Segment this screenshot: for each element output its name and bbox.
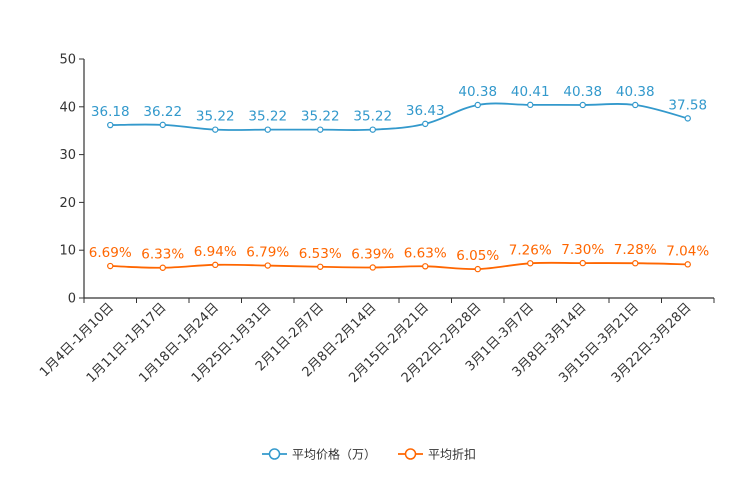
data-point[interactable] bbox=[579, 101, 586, 109]
data-point[interactable] bbox=[107, 121, 114, 129]
data-label: 35.22 bbox=[248, 109, 287, 125]
y-tick-label: 20 bbox=[59, 196, 76, 211]
data-label: 40.41 bbox=[511, 84, 550, 100]
data-label: 35.22 bbox=[301, 109, 340, 125]
legend-marker-icon bbox=[404, 448, 417, 460]
data-label: 7.26% bbox=[509, 242, 552, 258]
data-label: 37.58 bbox=[668, 97, 707, 113]
data-point[interactable] bbox=[684, 115, 691, 122]
data-point[interactable] bbox=[579, 259, 586, 267]
axes: 010203040501月4日-1月10日1月11日-1月17日1月18日-1月… bbox=[37, 53, 715, 386]
data-point[interactable] bbox=[264, 262, 271, 269]
data-label: 6.94% bbox=[194, 244, 237, 260]
data-label: 36.43 bbox=[406, 103, 445, 119]
legend: 平均价格（万） 平均折扣 bbox=[262, 447, 476, 462]
data-label: 40.38 bbox=[563, 84, 602, 100]
data-point[interactable] bbox=[107, 262, 114, 270]
data-label: 6.53% bbox=[299, 246, 342, 262]
data-point[interactable] bbox=[317, 126, 324, 133]
data-point[interactable] bbox=[632, 101, 639, 109]
series-line bbox=[110, 102, 688, 132]
data-label: 7.28% bbox=[614, 242, 657, 258]
data-label: 6.39% bbox=[351, 246, 394, 262]
data-label: 40.38 bbox=[458, 84, 497, 100]
y-tick-label: 10 bbox=[59, 244, 76, 259]
data-point[interactable] bbox=[264, 126, 271, 133]
y-tick-label: 30 bbox=[59, 148, 76, 163]
data-point[interactable] bbox=[212, 126, 219, 133]
series-layer: 36.18 36.22 35.22 35.22 35.22 35.22 36.43 40.38… bbox=[89, 84, 709, 273]
data-point[interactable] bbox=[422, 120, 429, 128]
data-point[interactable] bbox=[159, 264, 166, 271]
data-point[interactable] bbox=[369, 264, 376, 271]
series-line bbox=[110, 261, 688, 271]
data-point[interactable] bbox=[317, 263, 324, 270]
data-label: 35.22 bbox=[353, 109, 392, 125]
series-average-price: 36.18 36.22 35.22 35.22 35.22 35.22 36.43 40.38… bbox=[91, 84, 707, 133]
data-label: 6.33% bbox=[141, 247, 184, 263]
data-label: 36.18 bbox=[91, 104, 130, 120]
data-point[interactable] bbox=[474, 265, 481, 273]
data-point[interactable] bbox=[684, 261, 691, 268]
y-tick-label: 0 bbox=[68, 292, 76, 307]
data-label: 6.05% bbox=[456, 248, 499, 264]
data-point[interactable] bbox=[527, 101, 534, 109]
data-point[interactable] bbox=[474, 101, 481, 109]
data-label: 7.04% bbox=[666, 243, 709, 259]
legend-marker-icon bbox=[268, 448, 281, 460]
data-point[interactable] bbox=[159, 121, 166, 129]
data-point[interactable] bbox=[632, 260, 639, 267]
legend-item[interactable]: 平均折扣 bbox=[398, 447, 476, 462]
y-tick-label: 50 bbox=[59, 53, 76, 68]
data-point[interactable] bbox=[212, 261, 219, 269]
legend-label: 平均价格（万） bbox=[292, 447, 376, 462]
legend-item[interactable]: 平均价格（万） bbox=[262, 447, 376, 462]
data-label: 6.63% bbox=[404, 245, 447, 261]
data-point[interactable] bbox=[369, 126, 376, 133]
legend-label: 平均折扣 bbox=[428, 447, 476, 462]
series-average-discount: 6.69% 6.33% 6.94% 6.79% 6.53% 6.39% 6.63% 6.05%… bbox=[89, 242, 709, 273]
data-point[interactable] bbox=[527, 260, 534, 267]
y-tick-label: 40 bbox=[59, 100, 76, 115]
data-label: 40.38 bbox=[616, 84, 655, 100]
data-label: 6.69% bbox=[89, 245, 132, 261]
data-label: 35.22 bbox=[196, 109, 235, 125]
data-point[interactable] bbox=[422, 263, 429, 270]
data-label: 7.30% bbox=[561, 242, 604, 258]
data-label: 6.79% bbox=[246, 245, 289, 261]
data-label: 36.22 bbox=[143, 104, 182, 120]
